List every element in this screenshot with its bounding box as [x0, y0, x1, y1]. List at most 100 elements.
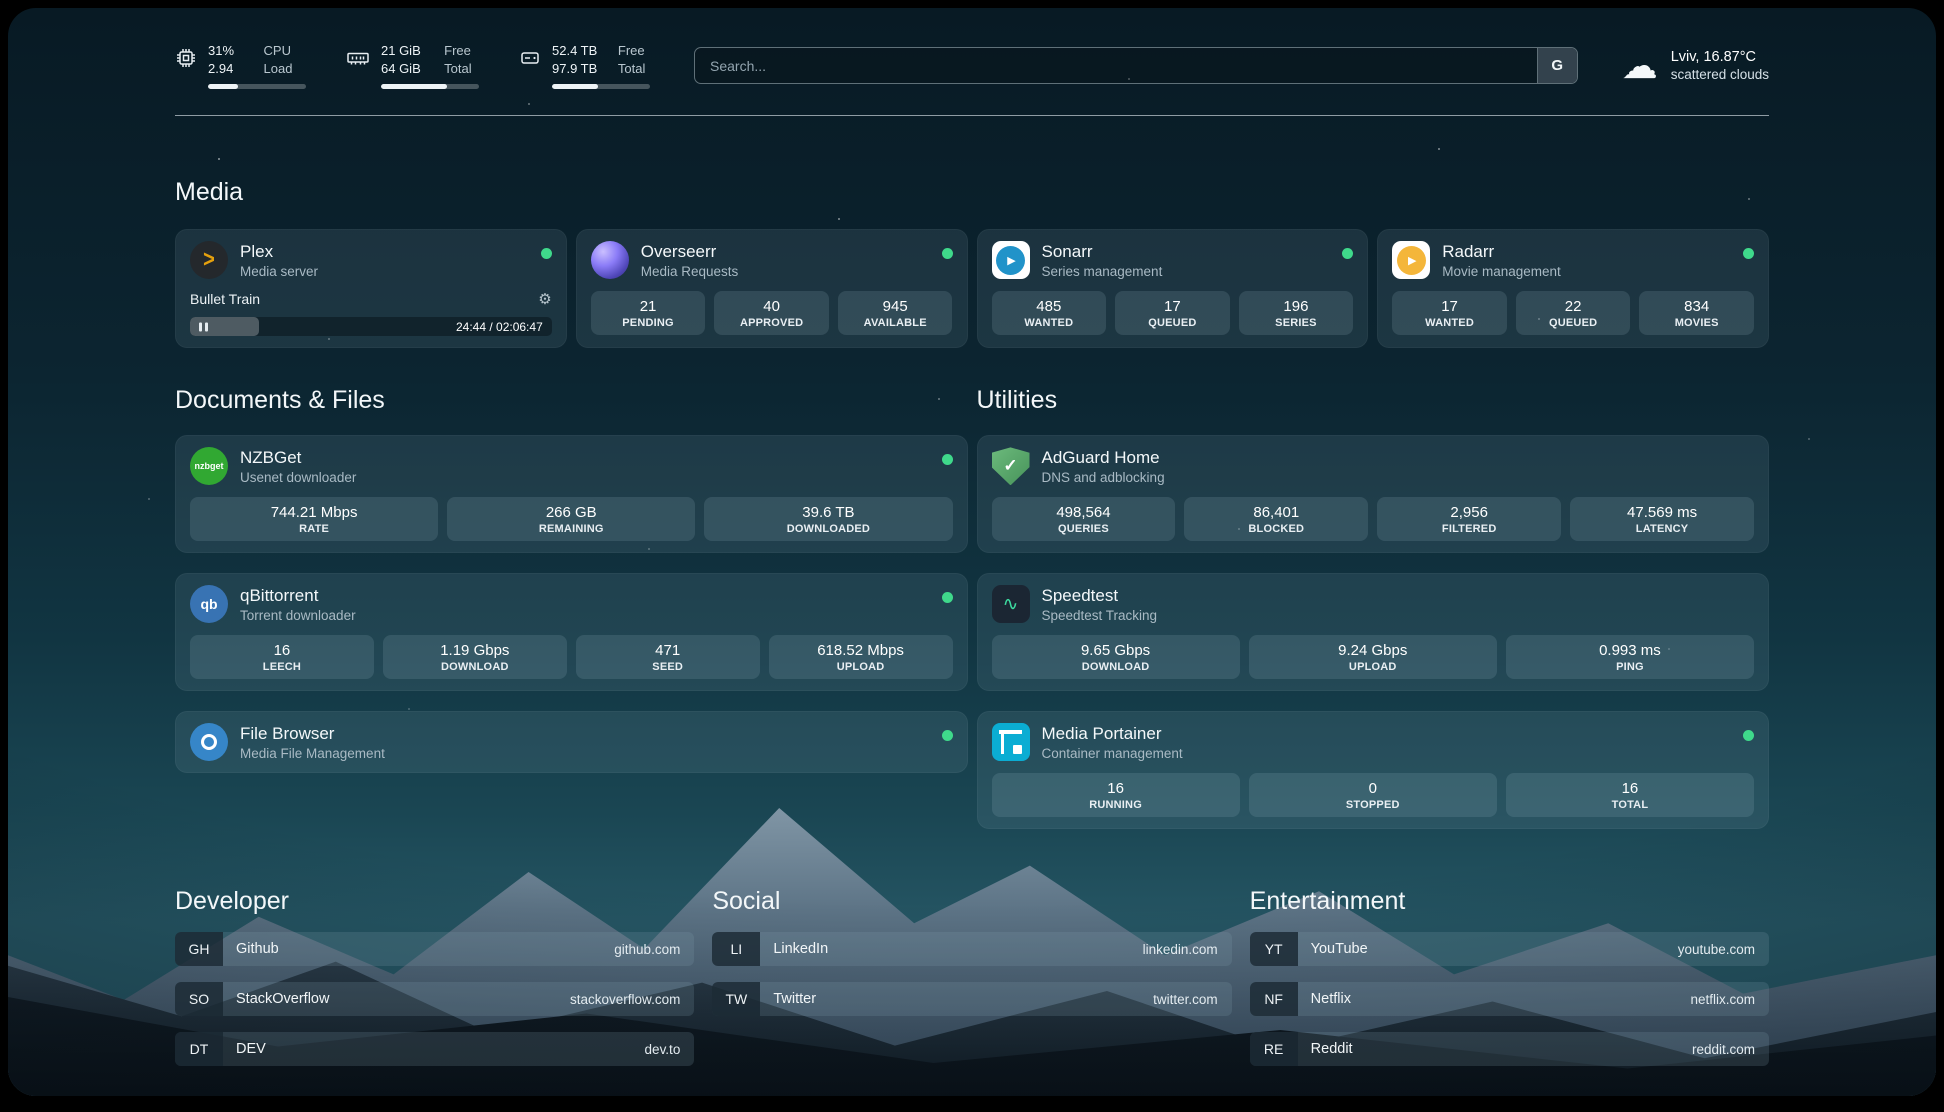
- stat-queued: 17 QUEUED: [1115, 291, 1230, 336]
- stat-value: 2,956: [1450, 504, 1488, 522]
- stat-label: PENDING: [622, 317, 674, 330]
- stat-total: 16 TOTAL: [1505, 773, 1755, 818]
- service-subtitle: Media File Management: [240, 745, 385, 761]
- status-indicator-online: [1743, 248, 1754, 260]
- documents-column: Documents & Files nzbget NZBGet Usenet dow…: [175, 386, 968, 829]
- memory-readout: 21 GiB Free 64 GiB Total: [381, 42, 479, 90]
- service-card-header: nzbget NZBGet Usenet downloader: [190, 447, 953, 486]
- bookmark-name: LinkedIn: [773, 941, 829, 958]
- service-card-qbittorrent[interactable]: qb qBittorrent Torrent downloader 16 LEECH 1.…: [175, 573, 968, 692]
- stat-blocked: 86,401 BLOCKED: [1184, 497, 1369, 542]
- radarr-icon: ▶: [1392, 241, 1431, 280]
- settings-gear-icon[interactable]: ⚙: [538, 291, 552, 309]
- stat-value: 9.24 Gbps: [1338, 642, 1408, 660]
- cloud-icon: ☁: [1621, 44, 1658, 86]
- stat-ping: 0.993 ms PING: [1505, 635, 1755, 680]
- weather-location: Lviv, 16.87°C: [1670, 49, 1757, 66]
- bookmark-group-entertainment: Entertainment YT YouTube youtube.com NF Netfl…: [1249, 887, 1769, 1067]
- adguard-icon: ✓: [991, 447, 1030, 486]
- memory-total: 64 GiB: [381, 61, 421, 77]
- service-card-filebrowser[interactable]: File Browser Media File Management: [175, 711, 968, 774]
- status-indicator-online: [941, 592, 953, 604]
- bookmark-stackoverflow[interactable]: SO StackOverflow stackoverflow.com: [175, 982, 695, 1017]
- weather-text: Lviv, 16.87°C scattered clouds: [1671, 49, 1769, 82]
- disk-icon: [521, 52, 539, 64]
- pause-bar: [205, 322, 208, 332]
- service-card-header: Media Portainer Container management: [991, 723, 1754, 762]
- service-card-header: Overseerr Media Requests: [590, 241, 953, 280]
- header-divider: [175, 115, 1769, 117]
- stat-wanted: 17 WANTED: [1392, 291, 1507, 336]
- bookmark-group-developer: Developer GH Github github.com SO StackOverfl…: [175, 887, 695, 1067]
- top-bar: 31% CPU 2.94 Load 21 GiB Free: [175, 8, 1769, 90]
- memory-widget: 21 GiB Free 64 GiB Total: [346, 42, 479, 90]
- stat-label: QUERIES: [1057, 523, 1109, 536]
- pause-button[interactable]: [199, 322, 208, 332]
- service-card-speedtest[interactable]: ∿ Speedtest Speedtest Tracking 9.65 Gbps DOW…: [976, 573, 1769, 692]
- background-vignette: [8, 8, 1936, 1096]
- bookmark-name: Netflix: [1310, 991, 1351, 1008]
- search-engine-button[interactable]: G: [1536, 48, 1577, 84]
- service-name: File Browser: [240, 723, 335, 743]
- status-indicator-online: [540, 248, 552, 260]
- stat-value: 9.65 Gbps: [1080, 642, 1151, 660]
- stat-value: 16: [1621, 780, 1639, 798]
- stat-value: 471: [655, 642, 681, 660]
- memory-icon: [347, 52, 369, 65]
- service-titles: Plex Media server: [240, 242, 318, 279]
- now-playing-row: Bullet Train ⚙: [190, 290, 552, 308]
- bookmark-url: github.com: [614, 941, 681, 957]
- bookmark-group-social: Social LI LinkedIn linkedin.com TW Twitter twi…: [712, 887, 1232, 1066]
- disk-total: 97.9 TB: [552, 61, 598, 77]
- dashboard-screen: 31% CPU 2.94 Load 21 GiB Free: [8, 8, 1936, 1096]
- bookmark-group-title: Social: [712, 887, 781, 916]
- service-stats-row: 744.21 Mbps RATE 266 GB REMAINING 39.6 TB DOW…: [190, 497, 953, 542]
- service-card-adguard[interactable]: ✓ AdGuard Home DNS and adblocking 498,564 QU…: [976, 435, 1769, 554]
- service-subtitle: Speedtest Tracking: [1041, 607, 1158, 623]
- disk-total-label: Total: [617, 61, 646, 77]
- stat-label: DOWNLOAD: [441, 661, 509, 674]
- stat-label: WANTED: [1425, 317, 1474, 330]
- bookmark-netflix[interactable]: NF Netflix netflix.com: [1249, 982, 1769, 1017]
- portainer-icon: [991, 723, 1030, 762]
- stat-value: 39.6 TB: [802, 504, 855, 522]
- service-name: Overseerr: [640, 241, 717, 261]
- service-card-header: > Plex Media server: [190, 241, 552, 280]
- memory-total-label: Total: [444, 61, 472, 77]
- service-card-sonarr[interactable]: ▶ Sonarr Series management 485 WANTED 17 QUEUE…: [976, 229, 1369, 349]
- bookmark-github[interactable]: GH Github github.com: [175, 932, 695, 967]
- stat-value: 22: [1564, 298, 1582, 316]
- service-titles: Sonarr Series management: [1042, 242, 1163, 279]
- status-indicator-online: [1342, 248, 1354, 260]
- bookmark-dev[interactable]: DT DEV dev.to: [175, 1032, 695, 1067]
- stat-leech: 16 LEECH: [190, 635, 374, 680]
- speedtest-icon: ∿: [991, 585, 1030, 624]
- bookmark-youtube[interactable]: YT YouTube youtube.com: [1249, 932, 1769, 967]
- service-name: Sonarr: [1041, 241, 1093, 261]
- service-name: Media Portainer: [1041, 723, 1162, 743]
- service-card-nzbget[interactable]: nzbget NZBGet Usenet downloader 744.21 Mbps…: [175, 435, 968, 554]
- service-card-portainer[interactable]: Media Portainer Container management 16 RUN…: [976, 711, 1769, 830]
- stat-upload: 9.24 Gbps UPLOAD: [1248, 635, 1497, 680]
- service-card-plex[interactable]: > Plex Media server Bullet Train ⚙ 24:44 / 02…: [175, 229, 567, 349]
- stat-movies: 834 MOVIES: [1639, 291, 1754, 336]
- search-input[interactable]: [694, 47, 1578, 85]
- service-card-radarr[interactable]: ▶ Radarr Movie management 17 WANTED 22 QUEUED 8…: [1377, 229, 1769, 349]
- icon-glyph: ▶: [996, 245, 1025, 275]
- cpu-icon: [177, 49, 195, 67]
- icon-glyph: [201, 734, 217, 751]
- stat-label: STOPPED: [1345, 799, 1400, 812]
- stat-queued: 22 QUEUED: [1515, 291, 1631, 336]
- stat-label: SEED: [652, 661, 684, 674]
- bookmark-twitter[interactable]: TW Twitter twitter.com: [712, 982, 1232, 1017]
- service-card-overseerr[interactable]: Overseerr Media Requests 21 PENDING 40 APPROV…: [575, 229, 968, 349]
- bookmark-reddit[interactable]: RE Reddit reddit.com: [1249, 1032, 1769, 1067]
- stat-label: SERIES: [1275, 317, 1317, 330]
- bookmark-abbr: RE: [1249, 1032, 1298, 1067]
- disk-free-label: Free: [617, 43, 645, 58]
- bookmark-linkedin[interactable]: LI LinkedIn linkedin.com: [712, 932, 1232, 967]
- qbittorrent-icon: qb: [190, 585, 228, 624]
- stat-pending: 21 PENDING: [590, 291, 706, 336]
- documents-cards: nzbget NZBGet Usenet downloader 744.21 Mbps…: [175, 435, 968, 774]
- bookmark-group-title: Entertainment: [1249, 887, 1406, 916]
